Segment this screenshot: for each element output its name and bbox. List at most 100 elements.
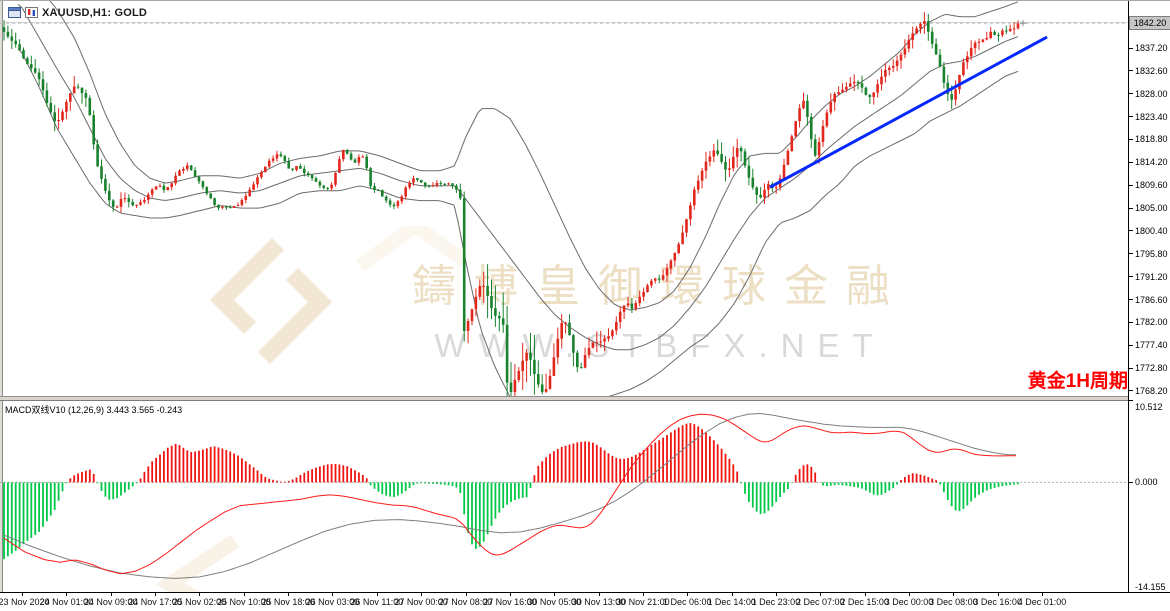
macd-indicator-pane[interactable] (0, 401, 1128, 592)
window-left-border (0, 1, 3, 593)
time-tick (687, 593, 689, 596)
price-tick (1129, 184, 1133, 186)
time-tick (775, 593, 777, 596)
price-tick-label: 1814.20 (1135, 157, 1168, 168)
period-annotation-label: 黄金1H周期 (1027, 371, 1128, 392)
time-tick-label: 3 Dec 00:00 (884, 597, 934, 607)
time-tick (909, 593, 910, 596)
macd-tick (1129, 591, 1133, 593)
price-tick (1129, 390, 1133, 392)
time-tick (332, 593, 334, 596)
time-tick (1042, 593, 1044, 596)
price-tick (1129, 138, 1133, 140)
price-tick-label: 1832.60 (1135, 65, 1168, 76)
time-tick (554, 593, 556, 596)
time-tick-label: 24 Nov 09:00 (83, 597, 138, 607)
chart-symbol-title: XAUUSD,H1: GOLD (42, 6, 148, 19)
time-tick-label: 3 Dec 16:00 (973, 597, 1022, 607)
time-tick (864, 593, 866, 596)
time-tick-label: 1 Dec 23:00 (751, 597, 801, 607)
time-tick-label: 26 Nov 03:00 (305, 597, 360, 607)
price-tick-label: 1772.80 (1135, 363, 1168, 374)
price-axis-separator (1128, 1, 1129, 593)
time-tick-label: 25 Nov 18:00 (261, 597, 315, 607)
time-axis[interactable]: 23 Nov 2020 24 Nov 01:00 24 Nov 09:00 24 No… (0, 593, 1170, 611)
price-tick (1129, 207, 1133, 209)
time-tick (509, 593, 511, 596)
price-tick (1129, 367, 1133, 369)
macd-tick-label: -14.155 (1135, 582, 1166, 592)
time-tick (288, 593, 290, 596)
time-tick-label: 1 Dec 14:00 (707, 597, 756, 607)
price-tick-label: 1768.20 (1135, 385, 1168, 396)
time-tick (22, 593, 23, 596)
pane-splitter[interactable] (0, 396, 1128, 401)
price-tick (1129, 321, 1133, 323)
time-tick-label: 4 Dec 01:00 (1017, 597, 1067, 607)
time-tick (731, 593, 733, 596)
time-tick (642, 593, 644, 596)
time-tick-label: 24 Nov 01:00 (39, 597, 94, 607)
price-tick-label: 1818.80 (1135, 134, 1168, 145)
candles-layer (2, 12, 1020, 396)
time-tick-label: 27 Nov 00:00 (394, 597, 448, 607)
time-tick-label: 2 Dec 07:00 (796, 597, 845, 607)
time-tick (598, 593, 600, 596)
time-tick (110, 593, 112, 596)
time-tick (155, 593, 157, 596)
time-tick-label: 2 Dec 15:00 (840, 597, 889, 607)
price-tick-label: 1828.00 (1135, 88, 1168, 99)
title-underline (0, 22, 1128, 23)
time-tick-label: 23 Nov 2020 (0, 597, 50, 607)
macd-histogram (3, 423, 1019, 560)
price-tick-label: 1795.80 (1135, 248, 1168, 259)
time-tick-label: 30 Nov 05:00 (527, 597, 581, 607)
price-tick-label: 1786.60 (1135, 294, 1168, 305)
price-tick (1129, 344, 1133, 346)
price-axis[interactable]: 1837.20 1832.60 1828.00 1823.40 1818.80 1814.… (1129, 1, 1170, 593)
price-tick (1129, 230, 1133, 232)
time-tick-label: 25 Nov 10:00 (216, 597, 271, 607)
time-tick-label: 3 Dec 08:00 (929, 597, 978, 607)
time-tick (465, 593, 467, 596)
bollinger-bands (17, 1, 1019, 396)
price-tick (1129, 47, 1133, 49)
time-tick (953, 593, 955, 596)
chart-title-bar: XAUUSD,H1: GOLD (4, 4, 151, 21)
trendline (769, 35, 1048, 189)
time-tick (243, 593, 245, 596)
price-tick-label: 1777.40 (1135, 340, 1168, 351)
price-tick (1129, 276, 1133, 278)
price-tick (1129, 70, 1133, 72)
watermark-diamond-logo (209, 226, 470, 365)
macd-tick (1129, 481, 1133, 483)
time-tick-label: 1 Dec 06:00 (662, 597, 712, 607)
time-tick-label: 30 Nov 21:00 (616, 597, 670, 607)
price-tick-label: 1837.20 (1135, 43, 1168, 53)
time-tick (820, 593, 822, 596)
price-tick (1129, 253, 1133, 255)
time-tick (66, 593, 68, 596)
price-tick-label: 1782.00 (1135, 317, 1168, 328)
time-tick-label: 24 Nov 17:00 (128, 597, 182, 607)
current-price-badge: 1842.20 (1129, 16, 1170, 31)
price-tick-label: 1791.20 (1135, 271, 1168, 282)
time-tick (199, 593, 201, 596)
main-price-pane[interactable] (0, 1, 1128, 396)
price-tick (1129, 93, 1133, 95)
price-tick (1129, 116, 1133, 118)
time-tick-label: 27 Nov 08:00 (438, 597, 493, 607)
time-tick-label: 27 Nov 16:00 (483, 597, 537, 607)
macd-tick (1129, 400, 1133, 402)
price-tick-label: 1823.40 (1135, 111, 1168, 122)
macd-tick-label: 10.512 (1135, 402, 1163, 412)
time-tick-label: 26 Nov 11:00 (350, 597, 404, 607)
macd-signal-line (3, 412, 1017, 579)
time-tick-label: 25 Nov 02:00 (172, 597, 227, 607)
chart-window-icon (8, 7, 21, 18)
time-axis-separator (0, 592, 1170, 593)
candlestick-chart-icon (25, 7, 38, 18)
price-tick-label: 1800.40 (1135, 225, 1168, 236)
price-marker-cross (1020, 20, 1026, 27)
price-tick-label: 1809.60 (1135, 180, 1168, 191)
